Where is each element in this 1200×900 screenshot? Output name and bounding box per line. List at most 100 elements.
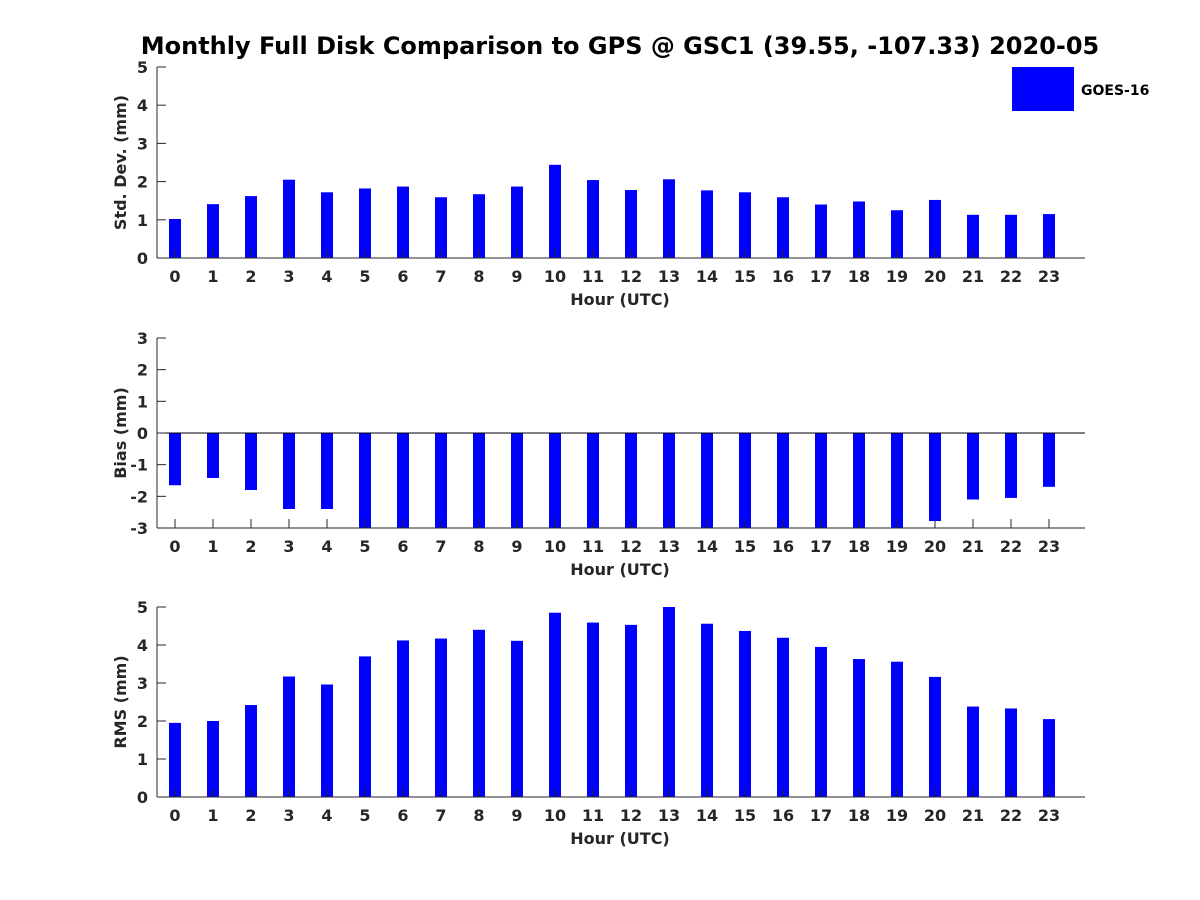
y-axis-label-rms: RMS (mm): [111, 655, 130, 748]
x-tick-label-rms-12: 12: [620, 806, 642, 825]
bar-std-dev-9: [511, 186, 523, 258]
x-tick-label-rms-22: 22: [1000, 806, 1022, 825]
x-tick-label-rms-9: 9: [511, 806, 522, 825]
y-tick-label-bias-3: 3: [137, 329, 148, 348]
y-tick-label-std-dev-2: 2: [137, 173, 148, 192]
x-tick-label-rms-19: 19: [886, 806, 908, 825]
x-tick-label-std-dev-11: 11: [582, 267, 604, 286]
bar-rms-18: [853, 659, 865, 797]
x-tick-label-rms-4: 4: [321, 806, 332, 825]
x-tick-label-rms-6: 6: [397, 806, 408, 825]
bar-std-dev-7: [435, 197, 447, 258]
y-tick-label-bias-2: 2: [137, 361, 148, 380]
bar-rms-11: [587, 622, 599, 797]
x-axis-label-bias: Hour (UTC): [570, 560, 670, 579]
y-tick-label-std-dev-4: 4: [137, 96, 148, 115]
x-tick-label-rms-2: 2: [245, 806, 256, 825]
bar-bias-3: [283, 433, 295, 509]
x-tick-label-rms-15: 15: [734, 806, 756, 825]
x-tick-label-std-dev-12: 12: [620, 267, 642, 286]
x-tick-label-bias-8: 8: [473, 537, 484, 556]
x-tick-label-std-dev-19: 19: [886, 267, 908, 286]
y-tick-label-bias-1: 1: [137, 392, 148, 411]
bar-bias-14: [701, 433, 713, 528]
bar-bias-23: [1043, 433, 1055, 487]
bar-std-dev-20: [929, 199, 941, 258]
bar-std-dev-10: [549, 164, 561, 258]
x-tick-label-std-dev-18: 18: [848, 267, 870, 286]
bar-bias-6: [397, 433, 409, 528]
bar-std-dev-5: [359, 188, 371, 258]
x-tick-label-bias-6: 6: [397, 537, 408, 556]
bar-std-dev-19: [891, 210, 903, 258]
x-tick-label-bias-10: 10: [544, 537, 566, 556]
x-tick-label-std-dev-1: 1: [207, 267, 218, 286]
bar-std-dev-8: [473, 194, 485, 258]
bar-bias-22: [1005, 433, 1017, 498]
x-tick-label-bias-9: 9: [511, 537, 522, 556]
x-tick-label-bias-12: 12: [620, 537, 642, 556]
bar-rms-6: [397, 640, 409, 797]
bar-std-dev-17: [815, 204, 827, 258]
x-tick-label-rms-5: 5: [359, 806, 370, 825]
bar-std-dev-1: [207, 204, 219, 258]
bar-rms-7: [435, 638, 447, 797]
x-tick-label-std-dev-7: 7: [435, 267, 446, 286]
y-tick-label-rms-5: 5: [137, 598, 148, 617]
x-tick-label-std-dev-3: 3: [283, 267, 294, 286]
x-tick-label-std-dev-17: 17: [810, 267, 832, 286]
y-tick-label-bias-0: 0: [137, 424, 148, 443]
y-tick-label-std-dev-5: 5: [137, 58, 148, 77]
y-tick-label-rms-2: 2: [137, 712, 148, 731]
x-tick-label-bias-1: 1: [207, 537, 218, 556]
x-tick-label-bias-5: 5: [359, 537, 370, 556]
x-axis-label-rms: Hour (UTC): [570, 829, 670, 848]
bar-rms-14: [701, 623, 713, 797]
bars-std-dev: [169, 164, 1055, 258]
chart-title: Monthly Full Disk Comparison to GPS @ GS…: [141, 32, 1100, 60]
bar-std-dev-16: [777, 197, 789, 258]
bar-bias-4: [321, 433, 333, 509]
x-tick-label-bias-0: 0: [169, 537, 180, 556]
bar-std-dev-11: [587, 180, 599, 258]
y-tick-label-bias--1: -1: [130, 456, 148, 475]
x-tick-label-std-dev-23: 23: [1038, 267, 1060, 286]
x-tick-label-std-dev-4: 4: [321, 267, 332, 286]
bar-rms-21: [967, 706, 979, 797]
x-tick-label-rms-0: 0: [169, 806, 180, 825]
bar-bias-15: [739, 433, 751, 528]
y-tick-label-rms-4: 4: [137, 636, 148, 655]
bar-rms-5: [359, 656, 371, 797]
bar-rms-22: [1005, 708, 1017, 797]
x-tick-label-std-dev-8: 8: [473, 267, 484, 286]
x-tick-label-rms-7: 7: [435, 806, 446, 825]
bar-bias-19: [891, 433, 903, 528]
bar-rms-20: [929, 676, 941, 797]
x-tick-label-rms-10: 10: [544, 806, 566, 825]
y-tick-label-rms-1: 1: [137, 750, 148, 769]
y-tick-label-std-dev-0: 0: [137, 249, 148, 268]
bar-bias-0: [169, 433, 181, 486]
x-tick-label-bias-16: 16: [772, 537, 794, 556]
bar-std-dev-3: [283, 179, 295, 258]
bar-rms-2: [245, 705, 257, 797]
bar-bias-12: [625, 433, 637, 528]
x-tick-label-std-dev-22: 22: [1000, 267, 1022, 286]
x-tick-label-std-dev-0: 0: [169, 267, 180, 286]
bar-std-dev-22: [1005, 214, 1017, 258]
x-tick-label-std-dev-9: 9: [511, 267, 522, 286]
x-tick-label-rms-20: 20: [924, 806, 946, 825]
x-tick-label-bias-23: 23: [1038, 537, 1060, 556]
bar-std-dev-14: [701, 190, 713, 258]
x-tick-label-bias-13: 13: [658, 537, 680, 556]
x-tick-label-rms-8: 8: [473, 806, 484, 825]
bar-bias-8: [473, 433, 485, 528]
y-tick-label-rms-3: 3: [137, 674, 148, 693]
bar-bias-10: [549, 433, 561, 528]
x-tick-label-bias-2: 2: [245, 537, 256, 556]
y-axis-label-bias: Bias (mm): [111, 387, 130, 479]
x-tick-label-bias-17: 17: [810, 537, 832, 556]
